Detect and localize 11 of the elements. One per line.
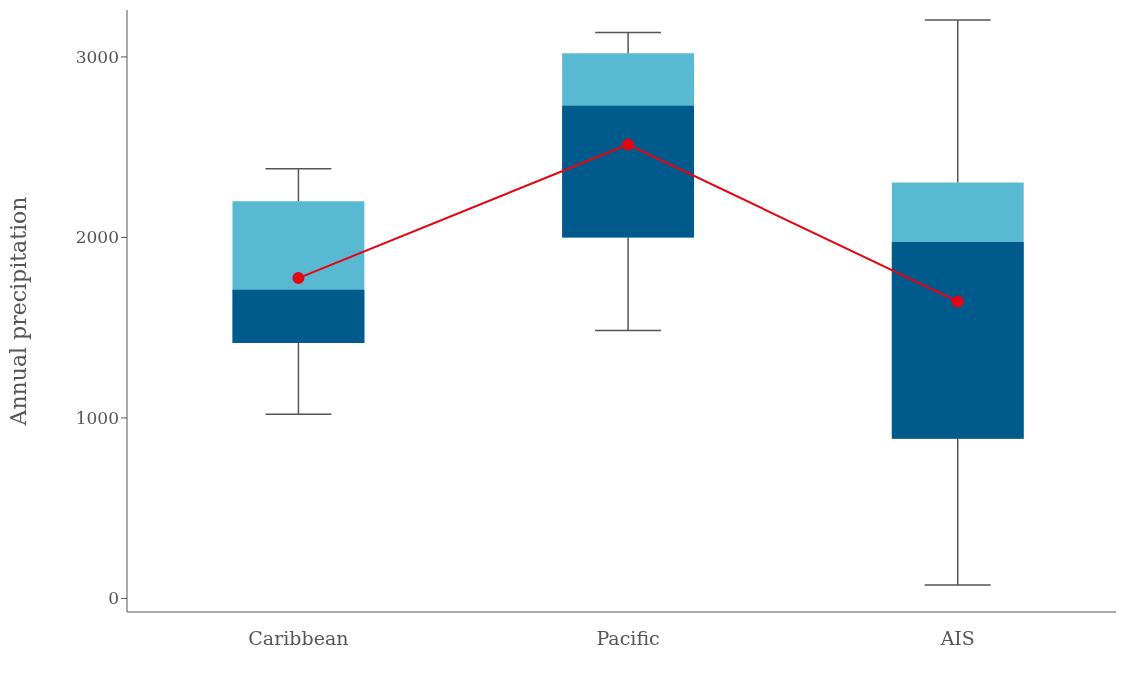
- y-tick-label: 0: [108, 588, 119, 609]
- point: [622, 138, 635, 151]
- x-tick-label: AIS: [939, 627, 975, 650]
- y-axis-title: Annual precipitation: [5, 196, 31, 427]
- y-tick-label: 3000: [75, 46, 119, 67]
- y-tick-label: 1000: [75, 407, 119, 428]
- point: [951, 295, 964, 308]
- x-tick-label: Pacific: [596, 627, 660, 650]
- x-tick-label: Caribbean: [248, 627, 349, 650]
- y-tick-label: 2000: [75, 227, 119, 248]
- point: [292, 272, 305, 285]
